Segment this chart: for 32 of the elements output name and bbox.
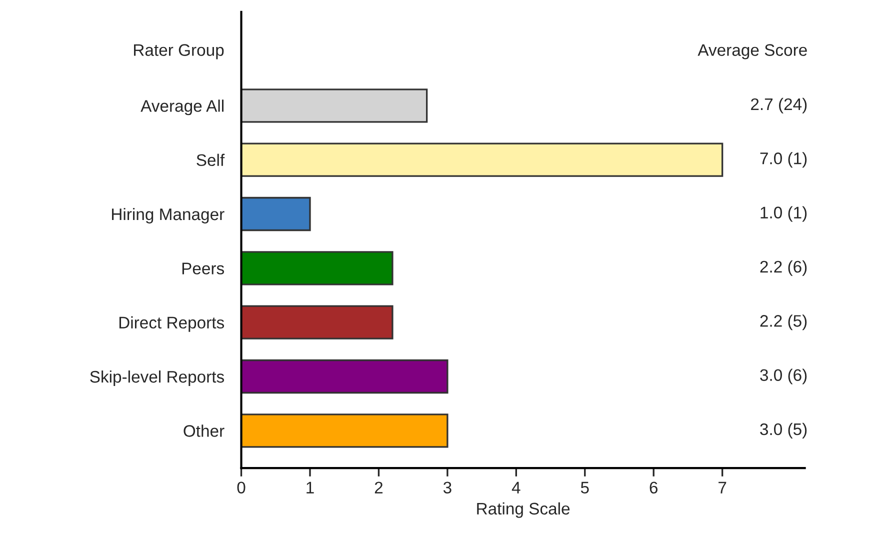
x-tick-label: 5 [580,482,589,494]
bar [241,305,394,340]
x-tick-label: 2 [374,482,383,494]
bar [241,414,448,448]
bar [241,251,394,286]
y-tick-label: Direct Reports [119,316,224,332]
x-axis-title: Rating Scale [477,502,570,518]
bar [241,196,311,232]
bar [241,142,724,177]
y-tick-label: Average All [140,100,224,116]
text: Average Score [698,44,807,60]
x-tick-label: 7 [718,482,726,494]
data-label: 2.2 (6) [760,260,807,276]
x-tick-label: 1 [306,482,314,494]
y-tick-label: Self [196,154,225,166]
bar [241,359,448,394]
y-tick-label: Skip-level Reports [90,370,224,386]
x-tick-label: 3 [443,482,452,494]
x-tick-label: 4 [512,482,520,494]
data-label: 3.0 (5) [760,422,807,438]
x-tick-label: 0 [237,482,246,494]
y-axis-title: Rater Group [134,44,224,60]
data-label: 2.7 (24) [751,98,807,114]
data-label: 1.0 (1) [760,206,807,222]
bar [241,88,428,123]
data-label: 3.0 (6) [760,368,807,384]
y-tick-label: Peers [182,262,224,274]
data-label: 7.0 (1) [760,152,807,168]
data-label: 2.2 (5) [760,314,807,330]
x-tick-label: 6 [650,482,658,494]
y-tick-label: Other [184,424,224,437]
y-tick-label: Hiring Manager [112,208,224,224]
